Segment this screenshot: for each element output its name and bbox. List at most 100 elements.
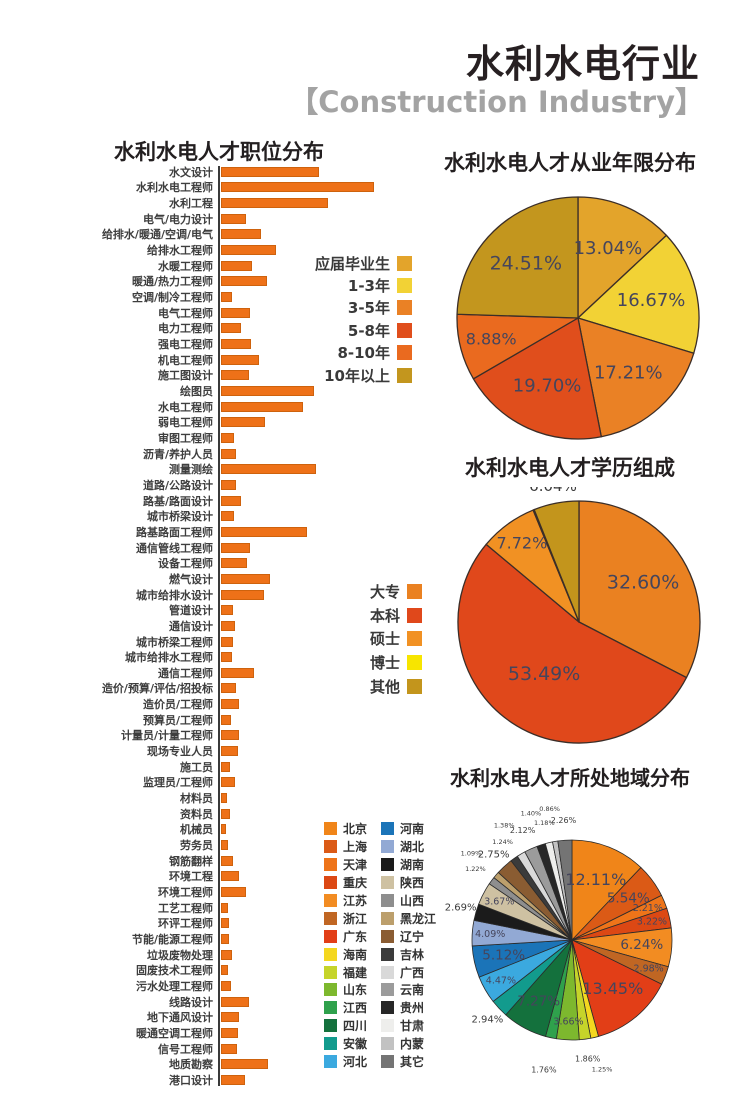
pie-percentage-label: 2.98% xyxy=(634,964,664,975)
legend-swatch xyxy=(381,840,395,854)
bar-category-label: 路基路面工程师 xyxy=(136,525,213,539)
bar xyxy=(221,276,267,287)
bar-row: 燃气设计 xyxy=(60,571,390,587)
legend-label: 内蒙 xyxy=(400,1037,425,1052)
bar-row: 水电工程师 xyxy=(60,399,390,415)
bar xyxy=(221,652,232,663)
bar xyxy=(221,479,236,490)
legend-swatch xyxy=(407,678,422,694)
bar-row: 造价/预算/评估/招投标 xyxy=(60,681,390,697)
legend-item-广西: 广西 xyxy=(381,963,436,981)
bar xyxy=(221,339,251,350)
bar xyxy=(221,245,276,256)
bar xyxy=(221,495,241,506)
legend-item-应届毕业生: 应届毕业生 xyxy=(300,252,412,274)
legend-item-3-5年: 3-5年 xyxy=(300,297,412,319)
legend-swatch xyxy=(324,911,337,925)
bar xyxy=(221,417,265,428)
bar-row: 环境工程 xyxy=(60,869,390,885)
bar-category-label: 强电工程师 xyxy=(158,338,213,352)
legend-label: 硕士 xyxy=(369,630,400,649)
legend-item-内蒙: 内蒙 xyxy=(381,1035,436,1053)
legend-label: 山东 xyxy=(343,983,368,998)
bar-category-label: 设备工程师 xyxy=(158,557,213,571)
pie-percentage-label: 24.51% xyxy=(490,253,562,275)
bar-row: 电气/电力设计 xyxy=(60,211,390,227)
pie-percentage-label: 8.88% xyxy=(466,330,517,349)
bar xyxy=(221,182,374,193)
bar xyxy=(221,558,247,569)
bar-row: 机电工程师 xyxy=(60,352,390,368)
bar-category-label: 污水处理工程师 xyxy=(136,979,213,993)
pie-percentage-label: 6.24% xyxy=(620,937,663,953)
bar xyxy=(221,824,226,835)
legend-label: 应届毕业生 xyxy=(314,254,390,273)
pie-percentage-label: 4.09% xyxy=(475,929,505,940)
bar xyxy=(221,448,236,459)
pie-percentage-label: 0.86% xyxy=(539,805,560,813)
bar-row: 给排水工程师 xyxy=(60,242,390,258)
legend-label: 四川 xyxy=(343,1019,368,1034)
legend-label: 浙江 xyxy=(343,911,368,926)
pie-percentage-label: 2.21% xyxy=(633,903,663,914)
bar-category-label: 环境工程 xyxy=(169,870,213,884)
bar-category-label: 路基/路面设计 xyxy=(142,494,213,508)
pie-slice-大专 xyxy=(578,500,701,679)
legend-swatch xyxy=(397,322,412,338)
legend-swatch xyxy=(324,1055,337,1069)
bar-row: 信号工程师 xyxy=(60,1041,390,1057)
legend-item-海南: 海南 xyxy=(324,945,367,963)
legend-swatch xyxy=(324,894,337,907)
bar xyxy=(221,965,228,976)
region-pie-chart: 12.11%5.54%2.21% 3.22% 6.24% 2.98% 13.45% 1.2… xyxy=(445,805,673,1075)
pie-percentage-label: 2.69% xyxy=(445,903,477,914)
legend-swatch xyxy=(407,655,422,671)
bar-row: 造价员/工程师 xyxy=(60,696,390,712)
bar-category-label: 绘图员 xyxy=(180,385,213,399)
bar-row: 施工员 xyxy=(60,759,390,775)
pie-percentage-label: 2.75% xyxy=(478,850,510,861)
legend-item-吉林: 吉林 xyxy=(381,945,436,963)
pie-percentage-label: 4.47% xyxy=(486,975,516,986)
legend-swatch xyxy=(324,858,337,872)
legend-label: 甘肃 xyxy=(400,1019,425,1034)
bar xyxy=(221,855,233,866)
bar xyxy=(221,1074,245,1085)
legend-item-硕士: 硕士 xyxy=(340,627,422,651)
legend-item-本科: 本科 xyxy=(340,604,422,628)
page-subtitle: 【Construction Industry】 xyxy=(289,85,704,119)
pie-percentage-label: 1.40% xyxy=(521,810,542,818)
legend-item-陕西: 陕西 xyxy=(381,874,436,892)
bar-row: 通信工程师 xyxy=(60,665,390,681)
bar-row: 工艺工程师 xyxy=(60,900,390,916)
bar-category-label: 钢筋翻样 xyxy=(169,854,213,868)
bar xyxy=(221,949,232,960)
legend-label: 5-8年 xyxy=(347,321,390,340)
bar xyxy=(221,746,238,757)
legend-swatch xyxy=(381,947,395,961)
bar xyxy=(221,777,235,788)
bar-row: 机械员 xyxy=(60,822,390,838)
legend-item-四川: 四川 xyxy=(324,1017,367,1035)
bar-category-label: 垃圾废物处理 xyxy=(147,948,213,962)
bar xyxy=(221,432,234,443)
legend-swatch xyxy=(381,858,395,872)
bar xyxy=(221,761,230,772)
legend-item-浙江: 浙江 xyxy=(324,909,367,927)
bar-row: 预算员/工程师 xyxy=(60,712,390,728)
pie-slice-北京 xyxy=(571,839,642,941)
bar-row: 监理员/工程师 xyxy=(60,775,390,791)
legend-swatch xyxy=(324,1019,337,1033)
bar xyxy=(221,683,236,694)
legend-swatch xyxy=(324,822,337,836)
bar xyxy=(221,933,229,944)
legend-item-湖南: 湖南 xyxy=(381,856,436,874)
bar xyxy=(221,793,227,804)
legend-label: 贵州 xyxy=(400,1001,425,1016)
bar-category-label: 城市桥梁设计 xyxy=(147,510,213,524)
legend-label: 江西 xyxy=(343,1001,368,1016)
legend-item-安徽: 安徽 xyxy=(324,1035,367,1053)
bar-row: 道路/公路设计 xyxy=(60,477,390,493)
legend-swatch xyxy=(381,1019,395,1033)
bar xyxy=(221,292,232,303)
